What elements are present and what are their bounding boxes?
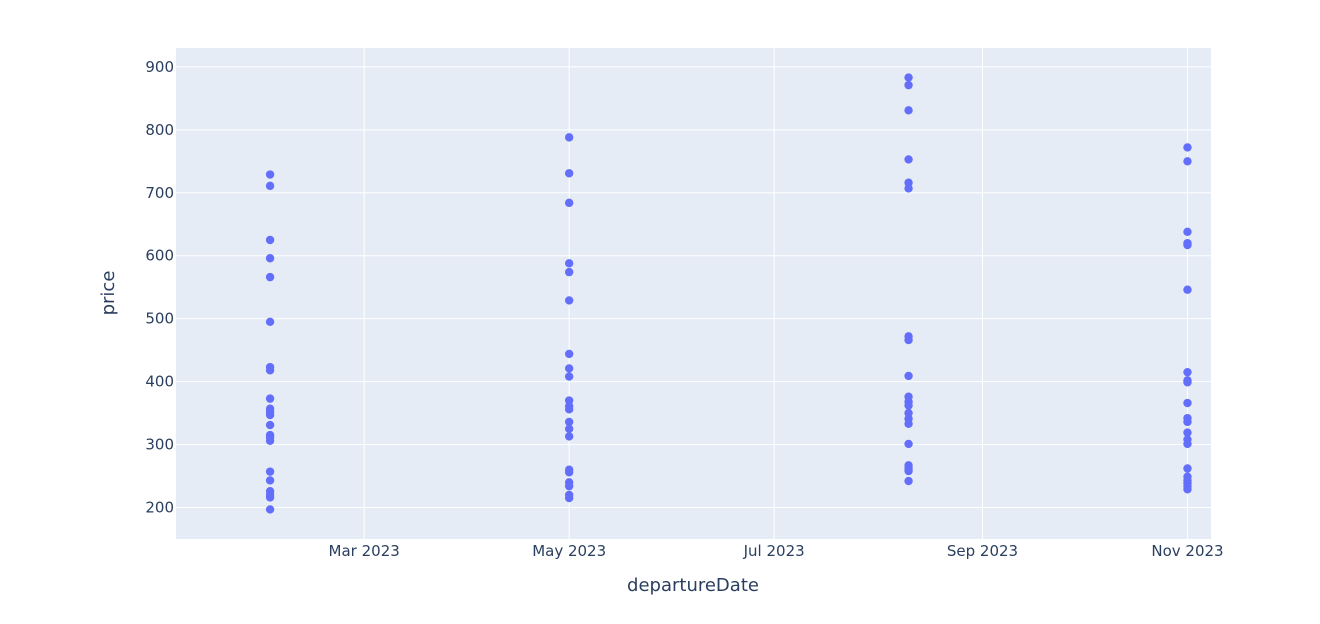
data-point: [904, 401, 913, 410]
data-point: [904, 184, 913, 193]
y-tick-label: 300: [145, 436, 174, 454]
data-point: [265, 476, 275, 485]
x-tick-label: Jul 2023: [743, 542, 805, 560]
y-tick-label: 400: [145, 373, 174, 391]
data-point: [564, 493, 574, 503]
data-point: [564, 432, 574, 441]
x-tick-label: Mar 2023: [329, 542, 400, 560]
data-point: [564, 468, 574, 477]
data-point: [265, 317, 275, 327]
x-tick-label: Nov 2023: [1151, 542, 1223, 560]
data-point: [564, 417, 574, 427]
data-point: [564, 349, 574, 359]
data-point: [1183, 439, 1192, 449]
data-point: [904, 335, 913, 345]
data-point: [1183, 285, 1192, 294]
data-point: [564, 133, 574, 142]
data-point: [904, 476, 913, 486]
y-gridlines: [176, 66, 1211, 509]
y-axis-ticks: 200 300 400 500 600 700 800 900: [145, 58, 174, 517]
data-point: [564, 198, 574, 208]
x-tick-label: Sep 2023: [947, 542, 1018, 560]
data-point: [265, 436, 275, 445]
data-point: [904, 371, 913, 381]
y-tick-label: 800: [145, 121, 174, 139]
data-point: [564, 424, 574, 434]
y-tick-label: 900: [145, 58, 174, 76]
data-point: [1183, 417, 1192, 427]
data-point: [265, 493, 275, 502]
data-point: [1183, 227, 1192, 237]
data-point: [904, 106, 913, 115]
data-point: [564, 169, 574, 178]
data-point: [265, 394, 275, 403]
data-point: [904, 466, 913, 476]
data-point: [904, 155, 913, 164]
data-point: [265, 272, 275, 282]
data-point: [904, 73, 913, 82]
data-point: [564, 372, 574, 381]
x-axis-title: departureDate: [627, 575, 759, 596]
data-point: [1183, 378, 1192, 387]
data-point: [1183, 367, 1192, 377]
data-point: [265, 410, 275, 420]
data-point: [1183, 143, 1192, 152]
y-axis-title: price: [98, 271, 119, 316]
data-point: [564, 267, 574, 277]
y-tick-label: 600: [145, 247, 174, 265]
data-point: [265, 181, 275, 191]
x-tick-label: May 2023: [532, 542, 606, 560]
plot-area: [176, 48, 1211, 539]
data-point: [265, 170, 275, 179]
data-point: [1183, 157, 1192, 166]
data-point: [265, 505, 275, 514]
data-point: [265, 467, 275, 476]
data-point: [265, 420, 275, 430]
y-tick-label: 500: [145, 310, 174, 328]
data-point: [265, 254, 275, 263]
data-point: [904, 419, 913, 429]
data-point: [564, 405, 574, 414]
data-points: [265, 73, 1192, 514]
data-point: [265, 366, 275, 375]
y-tick-label: 200: [145, 499, 174, 517]
data-point: [904, 439, 913, 449]
data-point: [564, 481, 574, 491]
data-point: [904, 80, 913, 90]
data-point: [1183, 485, 1192, 494]
data-point: [564, 364, 574, 373]
data-point: [1183, 428, 1192, 437]
x-axis-ticks: Mar 2023 May 2023 Jul 2023 Sep 2023 Nov 2023: [329, 542, 1224, 560]
data-point: [1183, 464, 1192, 473]
y-tick-label: 700: [145, 184, 174, 202]
data-point: [265, 235, 275, 245]
data-point: [564, 296, 574, 305]
data-point: [564, 259, 574, 268]
data-point: [1183, 240, 1192, 250]
data-point: [1183, 398, 1192, 408]
